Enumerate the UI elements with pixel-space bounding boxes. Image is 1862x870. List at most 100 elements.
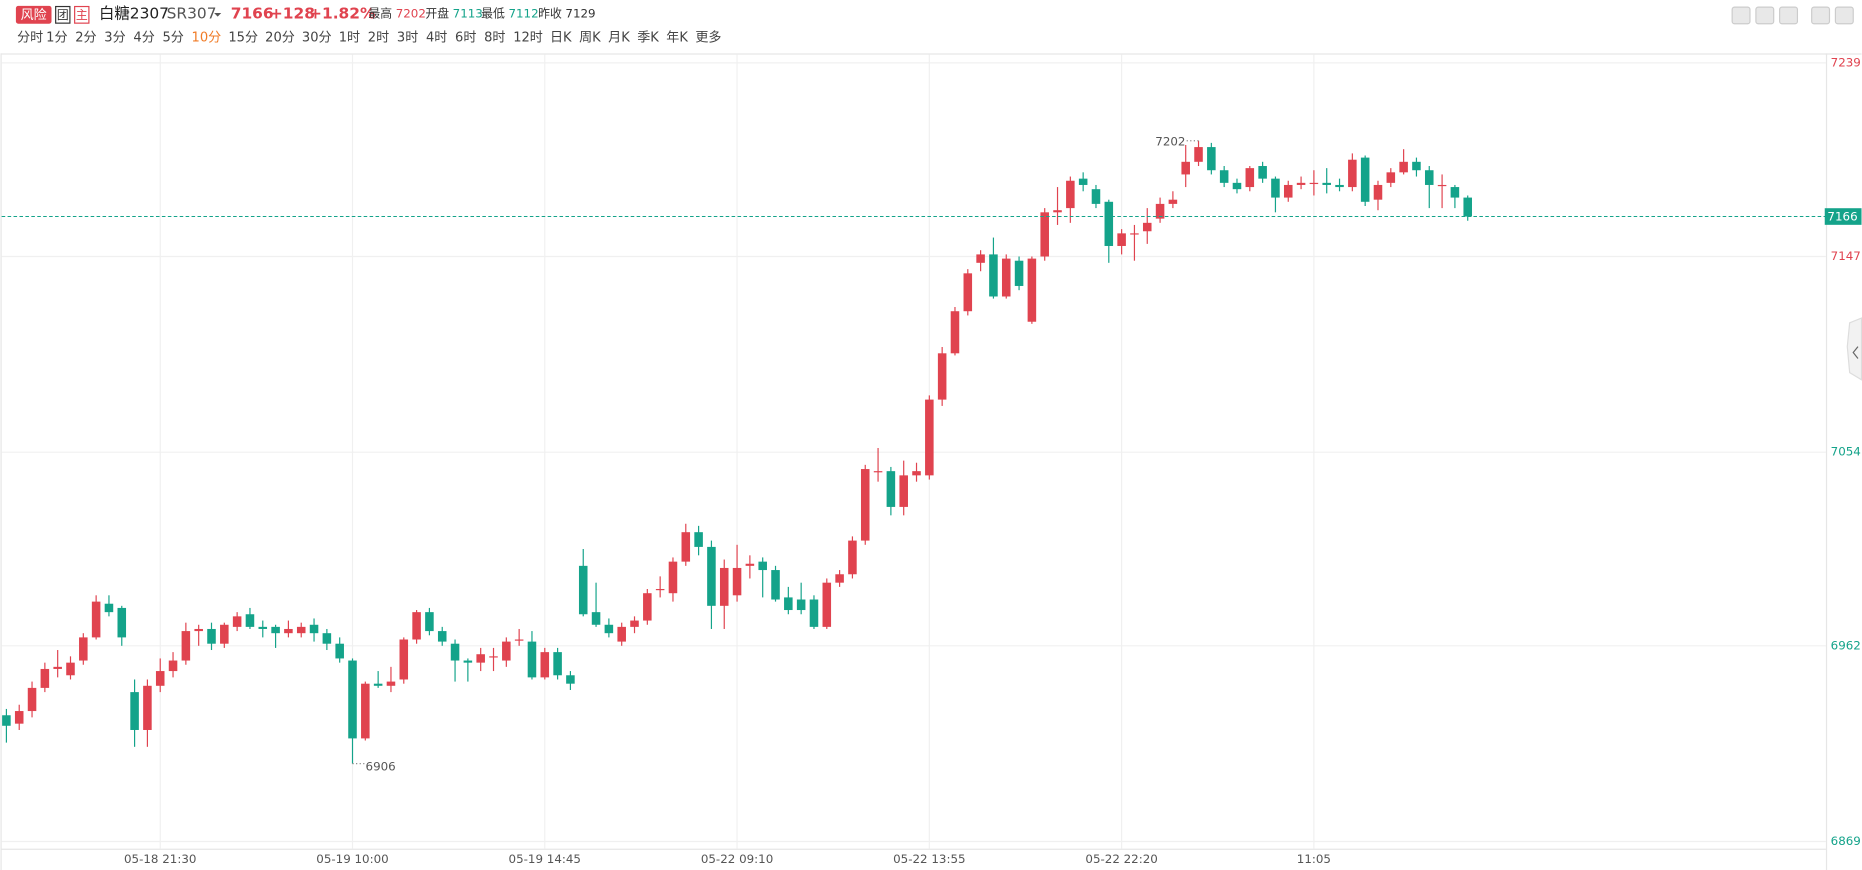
- side-panel-toggle[interactable]: [1846, 317, 1862, 381]
- candle-body: [207, 628, 216, 644]
- price-change-pct: +1.82%: [309, 5, 375, 23]
- candle-body: [1424, 170, 1434, 185]
- candle-body: [1117, 233, 1126, 246]
- stat-value: 7113: [453, 7, 483, 21]
- period-tab[interactable]: 5分: [162, 30, 183, 45]
- tool-icon[interactable]: [1731, 6, 1751, 25]
- x-tick-label: 11:05: [1297, 852, 1331, 866]
- candle-body: [617, 626, 626, 642]
- candle-body: [1373, 184, 1383, 200]
- candle-body: [1104, 201, 1114, 246]
- y-tick-label: 7054: [1831, 445, 1861, 459]
- candle-body: [989, 254, 998, 297]
- candle-body: [643, 593, 652, 621]
- period-tab[interactable]: 15分: [228, 30, 258, 45]
- period-tab[interactable]: 30分: [302, 30, 332, 45]
- period-tab[interactable]: 2时: [368, 30, 389, 45]
- tool-icon[interactable]: [1779, 6, 1799, 25]
- candle-body: [873, 471, 883, 473]
- period-tab[interactable]: 分时: [17, 30, 43, 45]
- main-badge[interactable]: [74, 5, 90, 24]
- period-tab[interactable]: 年K: [666, 30, 688, 45]
- candle-body: [694, 532, 703, 547]
- risk-badge[interactable]: [15, 5, 52, 24]
- period-tab[interactable]: 更多: [695, 29, 721, 45]
- candle-body: [1450, 187, 1460, 198]
- period-tab[interactable]: 12时: [513, 30, 543, 45]
- period-tab[interactable]: 4时: [426, 30, 447, 45]
- period-tab[interactable]: 20分: [265, 30, 295, 45]
- candle-body: [860, 469, 870, 541]
- candle-body: [771, 570, 780, 600]
- candle-body: [1232, 182, 1242, 190]
- candle-body: [1283, 184, 1293, 198]
- candle-body: [117, 607, 127, 638]
- period-tab[interactable]: 1分: [46, 30, 67, 45]
- candle-body: [1207, 147, 1216, 171]
- candle-body: [886, 471, 896, 507]
- candle-body: [553, 652, 562, 676]
- stat-label: 最高: [368, 7, 392, 21]
- contract-code[interactable]: SR307: [167, 5, 217, 23]
- period-tab[interactable]: 3时: [397, 30, 418, 45]
- candle-body: [1142, 222, 1152, 232]
- period-tab[interactable]: 4分: [133, 30, 154, 45]
- candle-body: [1322, 182, 1331, 185]
- tool-icon[interactable]: [1834, 6, 1854, 25]
- last-price-box: [1824, 208, 1862, 225]
- period-tab[interactable]: 月K: [608, 30, 630, 45]
- candle-body: [450, 643, 460, 661]
- period-tab[interactable]: 8时: [484, 30, 505, 45]
- candle-body: [79, 637, 88, 661]
- candle-body: [540, 652, 550, 678]
- toolbar-icons: [1731, 6, 1854, 25]
- plot-area: 7239 7147 7054 6962 6869 05-18 21:30 05-19 10:…: [1, 54, 1862, 866]
- min-label: 6906: [366, 760, 396, 774]
- side-panel-arrow[interactable]: [1852, 346, 1859, 359]
- period-tab[interactable]: 3分: [104, 30, 125, 45]
- stat-value: 7202: [396, 7, 426, 21]
- candle-body: [1130, 233, 1139, 235]
- period-tab[interactable]: 2分: [75, 30, 96, 45]
- candle-body: [1412, 161, 1421, 171]
- candle-body: [1245, 168, 1255, 188]
- candle-body: [476, 654, 485, 663]
- period-tab[interactable]: 周K: [579, 30, 601, 45]
- candle-body: [463, 660, 473, 663]
- period-tab[interactable]: 10分: [192, 30, 222, 45]
- candle-body: [784, 597, 793, 611]
- x-tick-label: 05-22 13:55: [893, 852, 965, 866]
- stat-label: 昨收: [538, 7, 562, 21]
- x-tick-label: 05-18 21:30: [124, 852, 196, 866]
- candle-body: [578, 565, 588, 615]
- candle-body: [232, 616, 242, 627]
- candle-body: [386, 681, 396, 686]
- main-badge-text[interactable]: 主: [76, 8, 88, 22]
- candle-body: [899, 475, 908, 507]
- x-tick-label: 05-22 09:10: [701, 852, 773, 866]
- tool-icon[interactable]: [1755, 6, 1775, 25]
- candle-body: [527, 641, 537, 678]
- candle-body: [1309, 182, 1319, 185]
- candle-body: [681, 532, 691, 562]
- candle-body: [655, 588, 665, 591]
- candle-body: [348, 660, 357, 739]
- contract-name: 白糖2307: [99, 5, 169, 23]
- period-tab[interactable]: 6时: [455, 30, 476, 45]
- candle-body: [514, 639, 524, 641]
- stat-label: 开盘: [425, 7, 449, 21]
- period-tab[interactable]: 季K: [637, 30, 659, 45]
- candle-body: [950, 311, 960, 354]
- period-tab[interactable]: 日K: [550, 30, 572, 45]
- tool-icon[interactable]: [1811, 6, 1831, 25]
- period-tab[interactable]: 1时: [339, 30, 360, 45]
- candle-body: [309, 624, 319, 634]
- candle-body: [937, 353, 947, 400]
- group-badge[interactable]: [55, 5, 71, 24]
- group-badge-text[interactable]: 团: [57, 8, 69, 22]
- x-tick-label: 05-22 22:20: [1085, 852, 1157, 866]
- candle-body: [1168, 199, 1178, 204]
- dropdown-arrow[interactable]: [214, 13, 222, 17]
- risk-badge-text[interactable]: 风险: [21, 8, 47, 23]
